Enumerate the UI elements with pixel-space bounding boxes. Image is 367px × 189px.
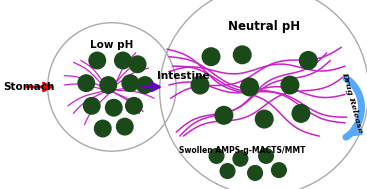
Ellipse shape xyxy=(84,98,100,114)
Ellipse shape xyxy=(89,52,106,69)
Text: Neutral pH: Neutral pH xyxy=(228,20,300,33)
Ellipse shape xyxy=(272,163,286,177)
Ellipse shape xyxy=(122,75,138,91)
Ellipse shape xyxy=(191,76,209,94)
Ellipse shape xyxy=(220,164,235,178)
Text: Stomach: Stomach xyxy=(4,82,55,92)
Ellipse shape xyxy=(292,105,310,122)
Ellipse shape xyxy=(202,48,220,66)
Ellipse shape xyxy=(233,46,251,64)
Ellipse shape xyxy=(115,52,131,69)
Ellipse shape xyxy=(248,166,262,180)
Ellipse shape xyxy=(100,77,117,93)
Text: Drug Release: Drug Release xyxy=(340,71,364,133)
Ellipse shape xyxy=(126,98,142,114)
Ellipse shape xyxy=(106,99,122,116)
Ellipse shape xyxy=(233,151,248,166)
Ellipse shape xyxy=(78,75,95,91)
Text: Intestine: Intestine xyxy=(157,71,210,81)
Ellipse shape xyxy=(281,76,299,94)
Ellipse shape xyxy=(255,110,273,128)
Ellipse shape xyxy=(95,120,111,137)
Ellipse shape xyxy=(117,118,133,135)
Text: Swollen AMPS-g-MACTS/MMT: Swollen AMPS-g-MACTS/MMT xyxy=(179,146,305,155)
Ellipse shape xyxy=(241,78,258,96)
Ellipse shape xyxy=(215,106,233,124)
Ellipse shape xyxy=(299,52,317,69)
Ellipse shape xyxy=(209,149,224,163)
Ellipse shape xyxy=(137,77,153,93)
Ellipse shape xyxy=(259,149,273,163)
Text: Low pH: Low pH xyxy=(90,40,134,50)
Ellipse shape xyxy=(129,56,146,73)
